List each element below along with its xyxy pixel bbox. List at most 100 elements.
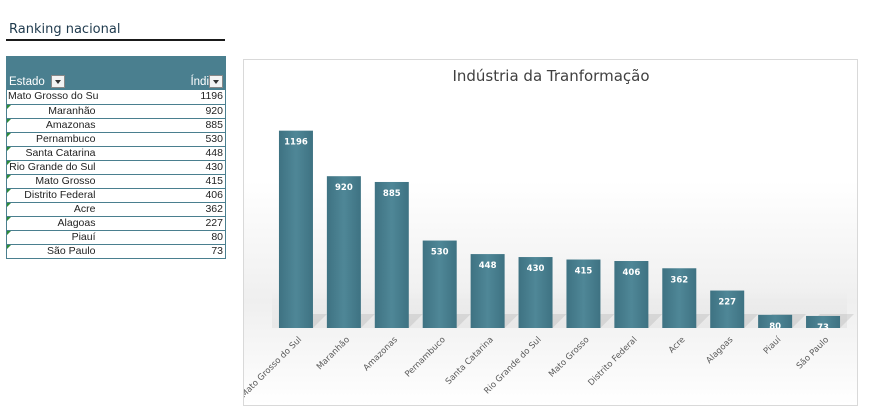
table-row: Maranhão 920 [6, 104, 226, 119]
table-cell-state[interactable]: Rio Grande do Sul [6, 160, 99, 175]
error-indicator-icon [7, 244, 11, 249]
data-label: 415 [575, 267, 593, 277]
table-cell-index[interactable]: 1196 [98, 90, 226, 105]
error-indicator-icon [7, 188, 11, 193]
table-cell-index[interactable]: 920 [98, 104, 226, 119]
section-title: Ranking nacional [6, 22, 225, 41]
table-cell-index[interactable]: 530 [98, 132, 226, 147]
chart-floor [272, 290, 847, 328]
bar[interactable] [374, 181, 409, 328]
error-indicator-icon [7, 174, 11, 179]
table-cell-state[interactable]: Alagoas [6, 216, 99, 231]
bar[interactable] [662, 268, 697, 328]
state-name: Piauí [71, 230, 96, 243]
data-label: 362 [670, 275, 688, 285]
state-name: Pernambuco [35, 132, 96, 145]
error-indicator-icon [7, 230, 11, 235]
table-cell-state[interactable]: Piauí [6, 230, 99, 245]
bar[interactable] [758, 314, 793, 328]
error-indicator-icon [7, 104, 11, 109]
table-cell-index[interactable]: 227 [98, 216, 226, 231]
error-indicator-icon [7, 132, 11, 137]
x-tick-label: Piauí [762, 335, 784, 357]
table-cell-index[interactable]: 415 [98, 174, 226, 189]
x-tick-label: Acre [667, 335, 687, 355]
bar[interactable] [710, 290, 745, 328]
state-name: Mato Grosso [35, 174, 96, 187]
bar-chart: Indústria da Tranformação 1196 920 885 530 4… [244, 67, 855, 400]
data-label: 430 [527, 264, 545, 274]
state-name: Maranhão [48, 104, 96, 117]
table-cell-index[interactable]: 80 [98, 230, 226, 245]
state-name: Rio Grande do Sul [9, 160, 96, 173]
column-header-state-label: Estado [9, 76, 45, 88]
x-tick-label: Santa Catarina [444, 335, 496, 387]
data-label: 227 [718, 298, 736, 308]
table-body: Mato Grosso do Sul 1196 Maranhão 920 Amazona… [6, 90, 226, 259]
chart-area: Indústria da Tranformação 1196 920 885 530 4… [243, 59, 858, 406]
column-header-index-label: Índi [190, 76, 209, 88]
x-tick-label: Mato Grosso do Sul [244, 335, 304, 400]
table-cell-state[interactable]: Amazonas [6, 118, 99, 133]
table-cell-index[interactable]: 430 [98, 160, 226, 175]
table-row: Acre 362 [6, 202, 226, 217]
error-indicator-icon [7, 216, 11, 221]
table-cell-state[interactable]: Pernambuco [6, 132, 99, 147]
error-indicator-icon [7, 202, 11, 207]
data-label: 1196 [284, 138, 308, 148]
bar[interactable] [470, 254, 505, 328]
table-cell-state[interactable]: Santa Catarina [6, 146, 99, 161]
ranking-table: Estado Índi Mato Grosso do Sul 1196 Maranh… [6, 56, 226, 259]
table-cell-index[interactable]: 73 [98, 244, 226, 259]
table-cell-state[interactable]: Maranhão [6, 104, 99, 119]
table-row: Rio Grande do Sul 430 [6, 160, 226, 175]
table-cell-state[interactable]: Acre [6, 202, 99, 217]
table-cell-state[interactable]: São Paulo [6, 244, 99, 259]
table-cell-index[interactable]: 448 [98, 146, 226, 161]
bar[interactable] [566, 259, 601, 328]
error-indicator-icon [7, 118, 11, 123]
data-label: 73 [817, 323, 829, 333]
table-row: Distrito Federal 406 [6, 188, 226, 203]
state-name: Santa Catarina [25, 146, 96, 159]
table-row: Mato Grosso do Sul 1196 [6, 90, 226, 105]
table-cell-index[interactable]: 885 [98, 118, 226, 133]
table-row: Pernambuco 530 [6, 132, 226, 147]
table-cell-index[interactable]: 406 [98, 188, 226, 203]
state-name: Acre [73, 202, 96, 215]
bars-group: 1196 920 885 530 448 430 415 406 362 227 80 73 [272, 130, 855, 333]
bar[interactable] [614, 261, 649, 328]
table-row: Piauí 80 [6, 230, 226, 245]
column-header-state: Estado [6, 56, 99, 90]
data-label: 885 [383, 189, 401, 199]
state-name: Amazonas [45, 118, 96, 131]
table-cell-state[interactable]: Mato Grosso [6, 174, 99, 189]
x-tick-label: Alagoas [704, 335, 735, 366]
table-row: Amazonas 885 [6, 118, 226, 133]
bar[interactable] [422, 240, 457, 328]
bar[interactable] [278, 130, 313, 328]
x-tick-label: Mato Grosso [547, 335, 592, 380]
table-cell-state[interactable]: Distrito Federal [6, 188, 99, 203]
state-name: Distrito Federal [24, 188, 96, 201]
state-name: São Paulo [47, 244, 96, 257]
table-cell-index[interactable]: 362 [98, 202, 226, 217]
x-tick-label: São Paulo [795, 335, 831, 371]
table-row: Mato Grosso 415 [6, 174, 226, 189]
data-label: 80 [769, 322, 781, 332]
error-indicator-icon [7, 160, 11, 165]
data-label: 406 [623, 268, 641, 278]
section-header: Ranking nacional [6, 22, 225, 41]
filter-dropdown-state[interactable] [51, 75, 66, 88]
bar[interactable] [806, 315, 841, 328]
filter-dropdown-index[interactable] [209, 75, 223, 88]
table-row: Alagoas 227 [6, 216, 226, 231]
table-cell-state[interactable]: Mato Grosso do Sul [6, 90, 99, 105]
table-row: Santa Catarina 448 [6, 146, 226, 161]
chart-title: Indústria da Tranformação [452, 67, 649, 85]
data-label: 448 [479, 261, 497, 271]
bar[interactable] [518, 257, 553, 328]
x-tick-label: Maranhão [315, 335, 352, 372]
table-row: São Paulo 73 [6, 244, 226, 259]
bar[interactable] [326, 176, 361, 328]
